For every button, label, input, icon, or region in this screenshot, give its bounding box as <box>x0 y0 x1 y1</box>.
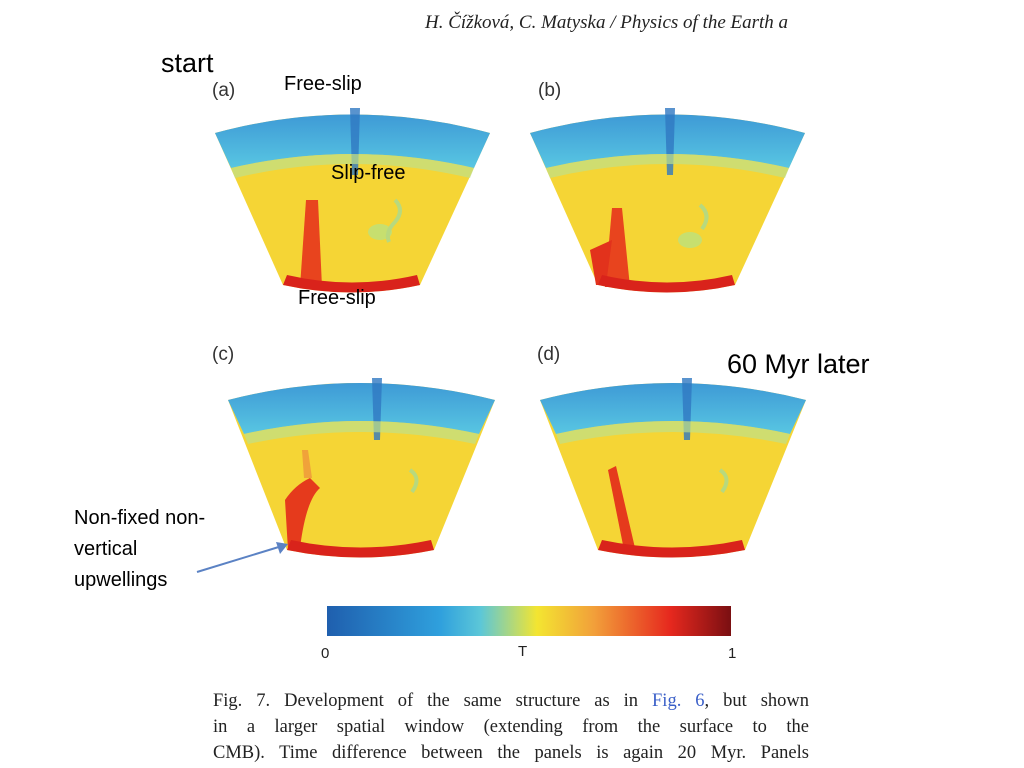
figure-caption: Fig. 7. Development of the same structur… <box>213 688 809 766</box>
colorbar-max-label: 1 <box>728 645 737 662</box>
free-slip-bottom-annotation: Free-slip <box>298 287 376 309</box>
panel-a-plot <box>215 108 490 293</box>
upwelling-arrow <box>196 542 288 573</box>
upwelling-line-1: Non-fixed non- <box>74 507 206 529</box>
caption-line-2: in a larger spatial window (extending fr… <box>213 717 809 737</box>
panel-d-plot <box>540 378 806 558</box>
running-head: H. Čížková, C. Matyska / Physics of the … <box>425 12 789 33</box>
panel-label-a: (a) <box>212 80 236 101</box>
caption-line-1: Fig. 7. Development of the same structur… <box>213 688 809 714</box>
panel-b-plot <box>530 108 805 293</box>
colorbar <box>327 606 731 636</box>
colorbar-mid-label: T <box>518 643 528 660</box>
panel-label-d: (d) <box>537 344 561 365</box>
free-slip-top-annotation: Free-slip <box>284 73 362 95</box>
figure-reference-link[interactable]: Fig. 6 <box>652 691 705 711</box>
slip-free-annotation: Slip-free <box>331 162 406 184</box>
later-annotation: 60 Myr later <box>727 349 870 379</box>
upwelling-line-2: vertical <box>74 538 138 560</box>
panel-label-b: (b) <box>538 80 562 101</box>
start-annotation: start <box>161 48 214 78</box>
upwelling-annotation: Non-fixed non- vertical upwellings <box>74 503 205 596</box>
caption-line-3: CMB). Time difference between the panels… <box>213 743 809 763</box>
upwelling-line-3: upwellings <box>74 569 168 591</box>
panel-c-plot <box>228 378 495 558</box>
colorbar-min-label: 0 <box>321 645 330 662</box>
caption-line-1-tail: , but shown <box>704 691 810 711</box>
caption-line-1-text: Fig. 7. Development of the same structur… <box>213 691 639 711</box>
panel-label-c: (c) <box>212 344 235 365</box>
